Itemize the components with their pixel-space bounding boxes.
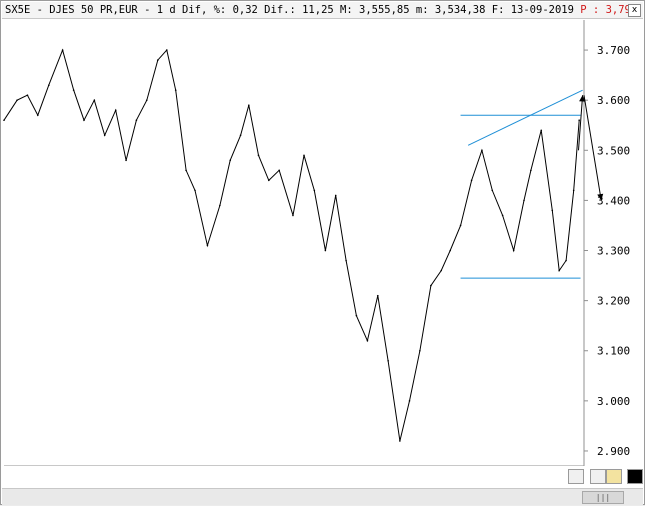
- price-point: [278, 169, 280, 172]
- up-arrow-head: [579, 95, 586, 102]
- chart-toolbar: [2, 466, 643, 488]
- price-point: [387, 359, 389, 362]
- price-point: [219, 204, 221, 207]
- price-point: [399, 440, 401, 442]
- up-arrow: [577, 95, 584, 151]
- price-point: [16, 99, 18, 101]
- price-point: [174, 89, 177, 91]
- price-point: [114, 109, 117, 112]
- price-point: [481, 149, 483, 152]
- price-point: [93, 99, 96, 101]
- price-point: [61, 49, 64, 51]
- scroll-thumb[interactable]: |||: [582, 491, 624, 504]
- plot-frame: [4, 20, 585, 467]
- price-point: [345, 259, 347, 262]
- y-tick-label: 3.400: [597, 194, 630, 207]
- price-point: [194, 189, 196, 192]
- price-point: [313, 189, 316, 192]
- price-point: [292, 214, 294, 217]
- last-price-label: P : 3,79: [580, 4, 631, 16]
- price-point: [470, 179, 473, 182]
- price-point: [229, 159, 232, 162]
- price-point: [156, 59, 159, 61]
- title-bar: SX5E - DJES 50 PR,EUR - 1 d Dif, %: 0,32…: [2, 2, 643, 19]
- price-point: [501, 214, 504, 217]
- price-point: [303, 154, 305, 157]
- price-point: [248, 104, 250, 106]
- price-point: [355, 314, 358, 317]
- price-point: [268, 179, 270, 182]
- save-icon[interactable]: [590, 469, 606, 484]
- price-point: [239, 134, 242, 137]
- upper-trendline: [467, 89, 583, 146]
- price-point: [135, 119, 138, 122]
- y-tick-label: 3.000: [597, 395, 630, 408]
- price-point: [206, 244, 209, 247]
- price-point: [36, 114, 39, 117]
- price-point: [558, 269, 560, 272]
- price-point: [145, 99, 148, 101]
- price-point: [523, 199, 525, 202]
- y-tick-label: 2.900: [597, 445, 630, 458]
- price-point: [376, 294, 379, 297]
- y-tick-label: 3.500: [597, 144, 630, 157]
- y-tick-label: 3.600: [597, 94, 630, 107]
- price-point: [3, 119, 5, 122]
- y-tick-label: 3.700: [597, 44, 630, 57]
- price-point: [103, 134, 106, 137]
- y-tick-label: 3.200: [597, 295, 630, 308]
- price-point: [408, 400, 411, 402]
- price-point: [440, 269, 443, 272]
- price-point: [419, 349, 421, 352]
- price-line: [3, 48, 580, 442]
- title-text: SX5E - DJES 50 PR,EUR - 1 d Dif, %: 0,32…: [5, 4, 631, 16]
- price-point: [125, 159, 127, 162]
- price-point: [324, 249, 327, 252]
- price-point: [565, 259, 567, 262]
- lock-icon[interactable]: [606, 469, 622, 484]
- down-arrow-head: [597, 193, 604, 201]
- price-point: [491, 189, 494, 192]
- price-point: [572, 189, 575, 192]
- price-point: [165, 49, 168, 51]
- down-arrow: [583, 95, 602, 201]
- price-point: [551, 209, 554, 212]
- close-button[interactable]: x: [628, 4, 641, 17]
- price-point: [48, 84, 50, 86]
- price-point: [72, 89, 75, 91]
- price-point: [257, 154, 260, 157]
- scroll-left-icon[interactable]: [568, 469, 584, 484]
- price-point: [26, 94, 29, 96]
- price-point: [430, 284, 432, 287]
- price-point: [334, 194, 337, 197]
- price-point: [83, 119, 85, 122]
- price-point: [185, 169, 187, 172]
- price-point: [512, 249, 515, 252]
- price-point: [366, 339, 369, 342]
- price-point: [449, 249, 452, 252]
- price-point: [530, 169, 532, 172]
- annotations: [460, 89, 604, 279]
- y-tick-label: 3.300: [597, 245, 630, 258]
- horizontal-scrollbar[interactable]: |||: [2, 488, 643, 505]
- price-point: [459, 224, 462, 227]
- price-series: [3, 48, 580, 442]
- color-box-icon[interactable]: [627, 469, 643, 484]
- price-point: [578, 119, 580, 122]
- price-point: [540, 129, 543, 132]
- y-tick-label: 3.100: [597, 345, 630, 358]
